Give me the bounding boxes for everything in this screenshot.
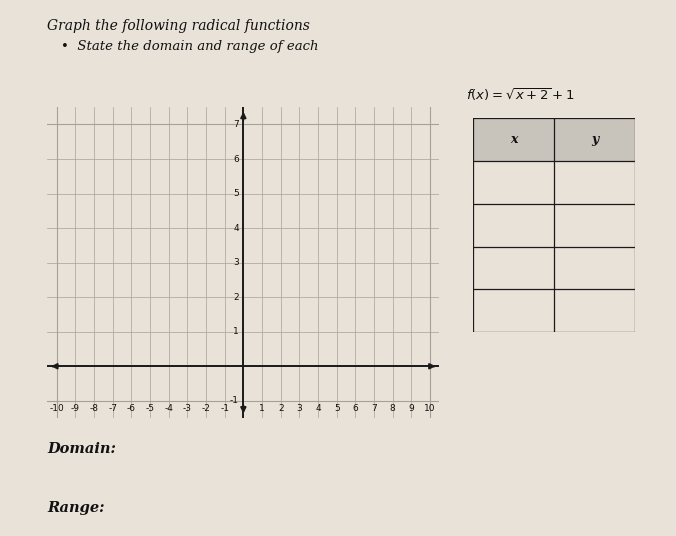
Text: 9: 9 bbox=[408, 404, 414, 413]
Text: -6: -6 bbox=[127, 404, 136, 413]
Text: 2: 2 bbox=[233, 293, 239, 302]
Text: 5: 5 bbox=[334, 404, 339, 413]
Text: 5: 5 bbox=[233, 189, 239, 198]
Text: -10: -10 bbox=[49, 404, 64, 413]
Text: 3: 3 bbox=[297, 404, 302, 413]
Text: -4: -4 bbox=[164, 404, 173, 413]
Text: Domain:: Domain: bbox=[47, 442, 116, 456]
Text: Graph the following radical functions: Graph the following radical functions bbox=[47, 19, 310, 33]
Text: -5: -5 bbox=[145, 404, 155, 413]
Text: 8: 8 bbox=[390, 404, 395, 413]
Text: •  State the domain and range of each: • State the domain and range of each bbox=[61, 40, 318, 53]
Text: $f(x) = \sqrt{x+2}+1$: $f(x) = \sqrt{x+2}+1$ bbox=[466, 86, 575, 102]
Text: 6: 6 bbox=[352, 404, 358, 413]
FancyBboxPatch shape bbox=[473, 118, 635, 161]
Text: 7: 7 bbox=[371, 404, 377, 413]
Text: y: y bbox=[592, 133, 598, 146]
Text: -2: -2 bbox=[201, 404, 210, 413]
Text: -1: -1 bbox=[220, 404, 229, 413]
Text: 2: 2 bbox=[278, 404, 283, 413]
Text: Range:: Range: bbox=[47, 501, 105, 515]
Text: 4: 4 bbox=[315, 404, 321, 413]
Text: 3: 3 bbox=[233, 258, 239, 267]
Text: 1: 1 bbox=[259, 404, 265, 413]
Text: -8: -8 bbox=[89, 404, 99, 413]
Text: -9: -9 bbox=[71, 404, 80, 413]
Text: -7: -7 bbox=[108, 404, 117, 413]
Text: 7: 7 bbox=[233, 120, 239, 129]
Text: -3: -3 bbox=[183, 404, 192, 413]
Text: 10: 10 bbox=[425, 404, 436, 413]
Text: 1: 1 bbox=[233, 327, 239, 336]
Text: 6: 6 bbox=[233, 154, 239, 163]
Text: x: x bbox=[510, 133, 518, 146]
Text: 4: 4 bbox=[233, 224, 239, 233]
Text: -1: -1 bbox=[230, 396, 239, 405]
